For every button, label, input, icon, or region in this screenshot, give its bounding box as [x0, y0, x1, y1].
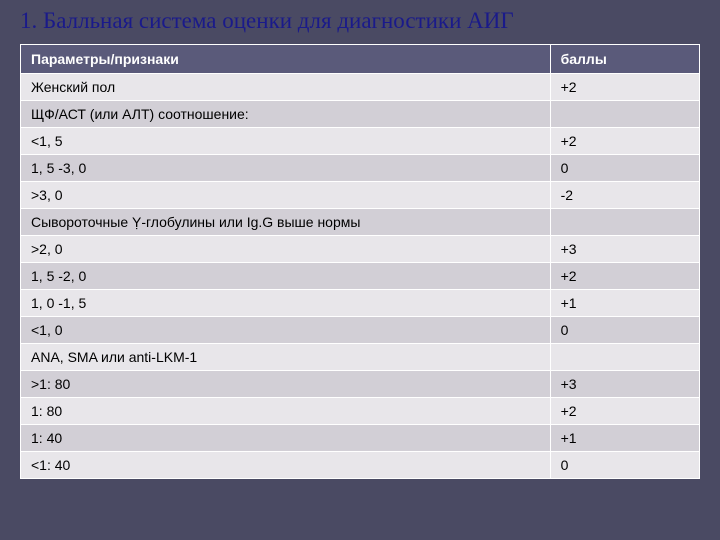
cell-param: <1, 5: [21, 128, 551, 155]
cell-score: +2: [550, 74, 699, 101]
cell-score: +2: [550, 398, 699, 425]
slide: 1. Балльная система оценки для диагности…: [0, 0, 720, 540]
cell-param: >2, 0: [21, 236, 551, 263]
cell-param: 1, 0 -1, 5: [21, 290, 551, 317]
cell-score: +1: [550, 425, 699, 452]
table-row: >1: 80 +3: [21, 371, 700, 398]
cell-score: -2: [550, 182, 699, 209]
cell-score: +2: [550, 263, 699, 290]
cell-score: +2: [550, 128, 699, 155]
cell-param: ANA, SMA или anti-LKM-1: [21, 344, 551, 371]
table-row: 1, 0 -1, 5 +1: [21, 290, 700, 317]
page-title: 1. Балльная система оценки для диагности…: [20, 8, 700, 34]
cell-score: [550, 101, 699, 128]
cell-param: ЩФ/АСТ (или АЛТ) соотношение:: [21, 101, 551, 128]
cell-score: +3: [550, 236, 699, 263]
table-row: 1, 5 -3, 0 0: [21, 155, 700, 182]
table-row: >2, 0 +3: [21, 236, 700, 263]
header-parameter: Параметры/признаки: [21, 45, 551, 74]
table-row: >3, 0 -2: [21, 182, 700, 209]
cell-score: 0: [550, 317, 699, 344]
cell-score: +3: [550, 371, 699, 398]
table-row: <1, 5 +2: [21, 128, 700, 155]
cell-param: >1: 80: [21, 371, 551, 398]
cell-score: [550, 344, 699, 371]
table-row: 1: 40 +1: [21, 425, 700, 452]
cell-param: 1: 80: [21, 398, 551, 425]
cell-param: Сывороточные Ỵ-глобулины или Ig.G выше н…: [21, 209, 551, 236]
table-row: Женский пол +2: [21, 74, 700, 101]
cell-param: Женский пол: [21, 74, 551, 101]
scoring-table: Параметры/признаки баллы Женский пол +2 …: [20, 44, 700, 479]
cell-score: 0: [550, 155, 699, 182]
table-row: <1, 0 0: [21, 317, 700, 344]
cell-score: 0: [550, 452, 699, 479]
cell-param: >3, 0: [21, 182, 551, 209]
cell-param: <1: 40: [21, 452, 551, 479]
cell-param: 1: 40: [21, 425, 551, 452]
table-row: ANA, SMA или anti-LKM-1: [21, 344, 700, 371]
cell-score: [550, 209, 699, 236]
table-row: ЩФ/АСТ (или АЛТ) соотношение:: [21, 101, 700, 128]
header-score: баллы: [550, 45, 699, 74]
cell-score: +1: [550, 290, 699, 317]
cell-param: 1, 5 -2, 0: [21, 263, 551, 290]
table-row: 1: 80 +2: [21, 398, 700, 425]
table-row: Сывороточные Ỵ-глобулины или Ig.G выше н…: [21, 209, 700, 236]
cell-param: <1, 0: [21, 317, 551, 344]
table-header-row: Параметры/признаки баллы: [21, 45, 700, 74]
table-row: 1, 5 -2, 0 +2: [21, 263, 700, 290]
cell-param: 1, 5 -3, 0: [21, 155, 551, 182]
table-row: <1: 40 0: [21, 452, 700, 479]
